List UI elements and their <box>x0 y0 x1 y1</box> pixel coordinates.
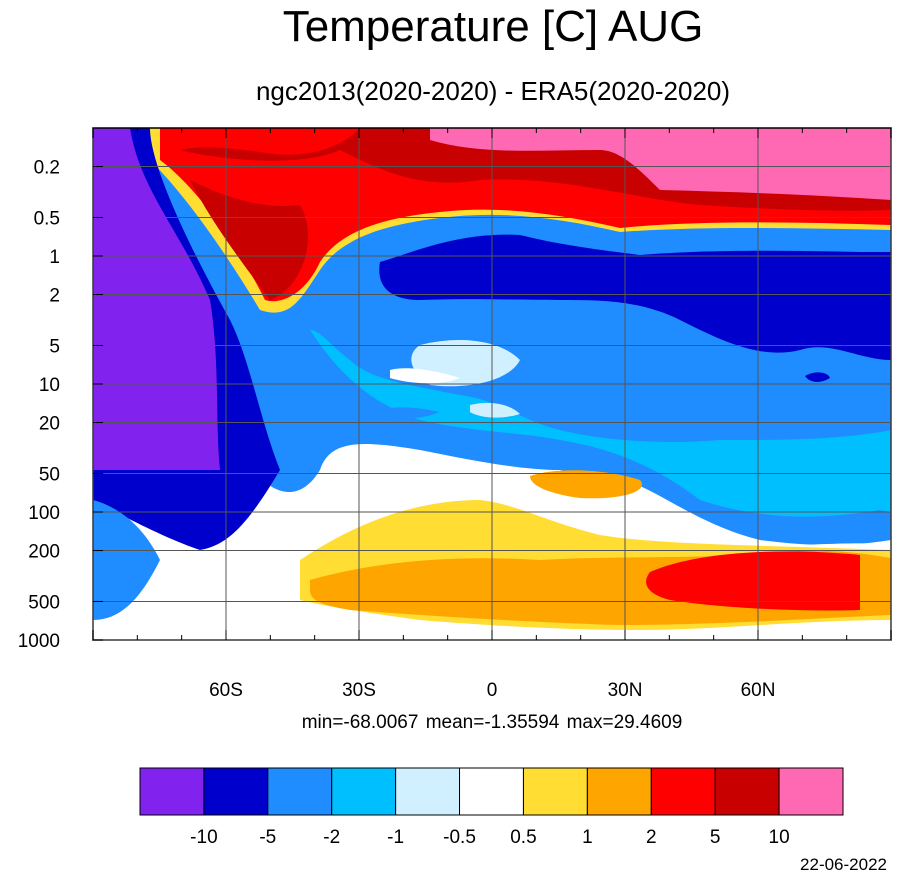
y-tick-label: 500 <box>28 592 60 613</box>
colorbar-swatch <box>395 767 461 816</box>
colorbar-label: -5 <box>259 827 276 848</box>
y-tick-label: 5 <box>49 336 60 357</box>
colorbar-swatch <box>714 767 780 816</box>
colorbar-swatch <box>459 767 524 816</box>
chart-title: Temperature [C] AUG <box>282 2 704 51</box>
colorbar-label: -2 <box>323 827 340 848</box>
colorbar-swatch <box>203 767 269 816</box>
colorbar: -10 -5 -2 -1 -0.5 0.5 1 2 5 10 <box>139 767 844 848</box>
colorbar-swatch <box>650 767 716 816</box>
colorbar-swatch <box>331 767 397 816</box>
colorbar-label: 2 <box>646 827 657 848</box>
grid-lines <box>92 128 892 641</box>
y-tick-label: 200 <box>28 542 60 563</box>
colorbar-label: -0.5 <box>443 827 476 848</box>
stats-line: min=-68.0067 mean=-1.35594 max=29.4609 <box>301 712 683 733</box>
y-tick-label: 2 <box>49 286 60 307</box>
colorbar-label: -10 <box>190 827 217 848</box>
y-tick-label: 100 <box>28 503 60 524</box>
x-tick-label: 30S <box>342 680 376 701</box>
y-tick-label: 0.2 <box>34 158 60 179</box>
y-tick-label: 10 <box>39 375 60 396</box>
y-tick-label: 20 <box>39 414 60 435</box>
colorbar-swatch <box>586 767 652 816</box>
y-tick-label: 1 <box>49 247 60 268</box>
x-tick-label: 30N <box>608 680 643 701</box>
colorbar-label: -1 <box>387 827 404 848</box>
x-axis: 60S 30S 0 30N 60N <box>92 128 892 701</box>
colorbar-label: 1 <box>582 827 593 848</box>
colorbar-swatch <box>778 767 844 816</box>
x-tick-label: 0 <box>487 680 498 701</box>
colorbar-swatch <box>522 767 588 816</box>
x-tick-label: 60N <box>741 680 776 701</box>
y-axis: 0.2 0.5 1 2 5 10 20 50 100 200 500 1000 <box>18 158 103 652</box>
colorbar-label: 10 <box>769 827 790 848</box>
chart-subtitle: ngc2013(2020-2020) - ERA5(2020-2020) <box>255 76 731 106</box>
y-tick-label: 50 <box>39 464 60 485</box>
footer-date: 22-06-2022 <box>800 855 887 874</box>
y-tick-label: 1000 <box>18 631 60 652</box>
x-tick-label: 60S <box>209 680 243 701</box>
y-tick-label: 0.5 <box>34 208 60 229</box>
colorbar-swatch <box>139 767 205 816</box>
colorbar-label: 0.5 <box>510 827 536 848</box>
colorbar-label: 5 <box>710 827 721 848</box>
colorbar-swatch <box>267 767 333 816</box>
